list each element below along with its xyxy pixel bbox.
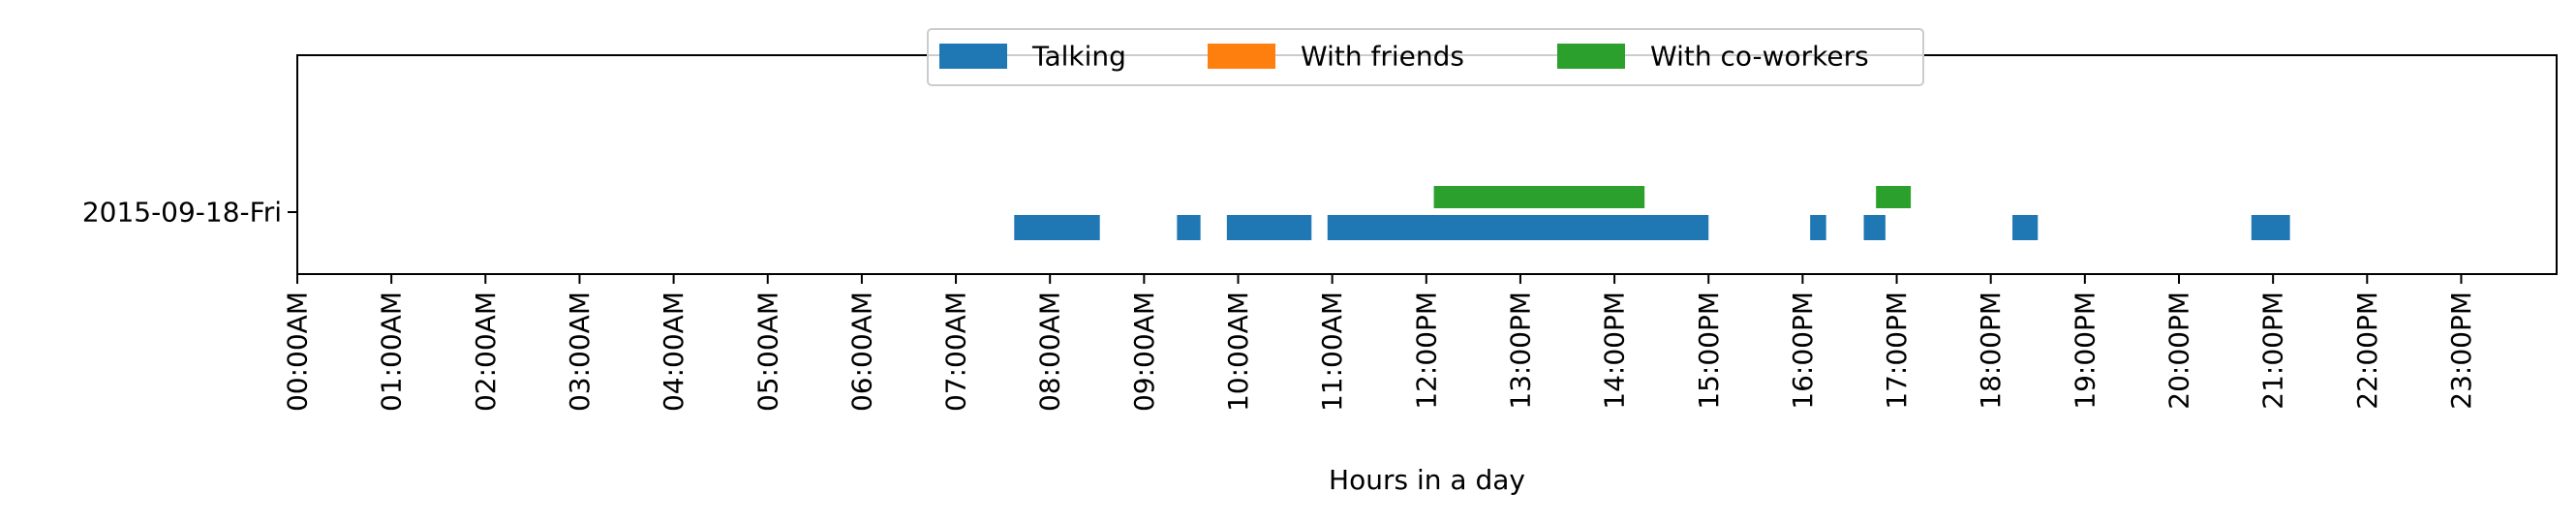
x-tick-label: 04:00AM bbox=[658, 292, 690, 412]
bar-talking-6 bbox=[2012, 215, 2039, 240]
x-tick-label: 16:00PM bbox=[1787, 292, 1819, 410]
bars-layer bbox=[1014, 186, 2290, 240]
x-tick-label: 07:00AM bbox=[940, 292, 972, 412]
x-tick-label: 11:00AM bbox=[1316, 292, 1348, 412]
x-tick-label: 21:00PM bbox=[2257, 292, 2289, 410]
bar-talking-1 bbox=[1177, 215, 1201, 240]
y-axis: 2015-09-18-Fri bbox=[82, 197, 297, 229]
legend-label-with-friends: With friends bbox=[1301, 41, 1464, 73]
x-tick-label: 01:00AM bbox=[376, 292, 408, 412]
bar-talking-0 bbox=[1014, 215, 1100, 240]
bar-with-co-workers-0 bbox=[1433, 186, 1645, 208]
plot-frame bbox=[296, 54, 2558, 275]
bar-talking-3 bbox=[1327, 215, 1709, 240]
x-tick-label: 23:00PM bbox=[2445, 292, 2477, 410]
legend-items: Talking With friends With co-workers bbox=[939, 41, 1869, 73]
x-tick-label: 19:00PM bbox=[2069, 292, 2101, 410]
x-tick-label: 09:00AM bbox=[1128, 292, 1160, 412]
legend-label-with-co-workers: With co-workers bbox=[1650, 41, 1869, 73]
legend-swatch-with-friends bbox=[1208, 44, 1275, 69]
x-tick-label: 12:00PM bbox=[1410, 292, 1442, 410]
x-tick-label: 08:00AM bbox=[1034, 292, 1066, 412]
bar-talking-2 bbox=[1226, 215, 1312, 240]
x-axis-ticks: 00:00AM 01:00AM 02:00AM 03:00AM 04:00AM 05:00… bbox=[282, 274, 2477, 412]
x-axis-title: Hours in a day bbox=[1329, 464, 1525, 496]
bar-with-co-workers-1 bbox=[1876, 186, 1912, 208]
x-tick-label: 03:00AM bbox=[564, 292, 596, 412]
x-tick-label: 02:00AM bbox=[470, 292, 502, 412]
x-tick-label: 13:00PM bbox=[1504, 292, 1536, 410]
x-tick-label: 10:00AM bbox=[1222, 292, 1254, 412]
x-tick-label: 05:00AM bbox=[751, 292, 783, 412]
bar-talking-5 bbox=[1863, 215, 1886, 240]
bar-talking-4 bbox=[1810, 215, 1826, 240]
x-tick-label: 20:00PM bbox=[2163, 292, 2195, 410]
legend: Talking With friends With co-workers bbox=[927, 28, 1924, 86]
x-tick-label: 06:00AM bbox=[845, 292, 877, 412]
x-tick-label: 14:00PM bbox=[1599, 292, 1631, 410]
legend-swatch-with-co-workers bbox=[1557, 44, 1625, 69]
bar-talking-7 bbox=[2251, 215, 2290, 240]
legend-swatch-talking bbox=[939, 44, 1007, 69]
x-tick-label: 18:00PM bbox=[1975, 292, 2007, 410]
x-tick-label: 22:00PM bbox=[2351, 292, 2383, 410]
x-tick-label: 15:00PM bbox=[1693, 292, 1725, 410]
x-tick-label: 17:00PM bbox=[1881, 292, 1913, 410]
legend-label-talking: Talking bbox=[1031, 41, 1126, 73]
row-label: 2015-09-18-Fri bbox=[82, 197, 282, 229]
legend-box bbox=[927, 28, 1924, 86]
x-tick-label: 00:00AM bbox=[282, 292, 314, 412]
